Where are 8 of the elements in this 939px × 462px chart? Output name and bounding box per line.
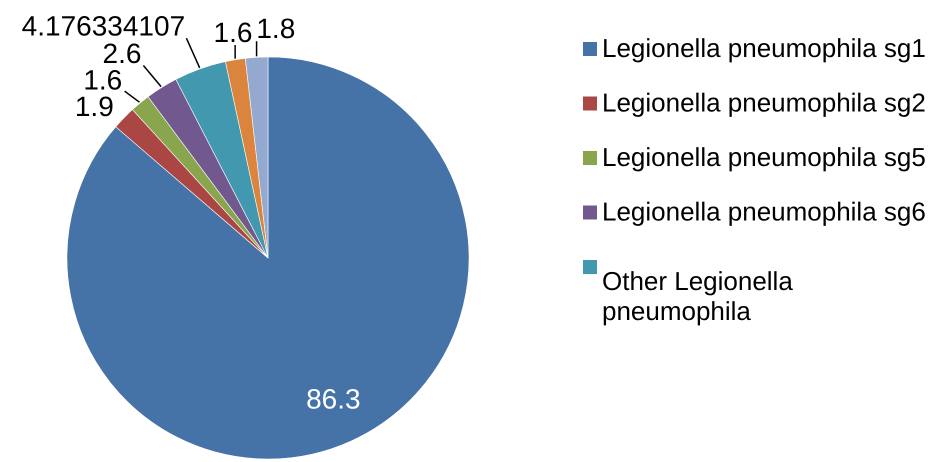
legend-label: Other Legionella pneumophila — [602, 266, 794, 326]
data-label: 1.8 — [256, 13, 296, 44]
data-label: 1.6 — [214, 17, 252, 48]
data-label: 86.3 — [306, 384, 361, 415]
legend-label: Legionella pneumophila sg1 — [602, 33, 926, 63]
legend-label: Legionella pneumophila sg2 — [602, 88, 926, 118]
legend-label: Legionella pneumophila sg6 — [602, 196, 926, 226]
legend-label: Legionella pneumophila sg5 — [602, 142, 926, 172]
